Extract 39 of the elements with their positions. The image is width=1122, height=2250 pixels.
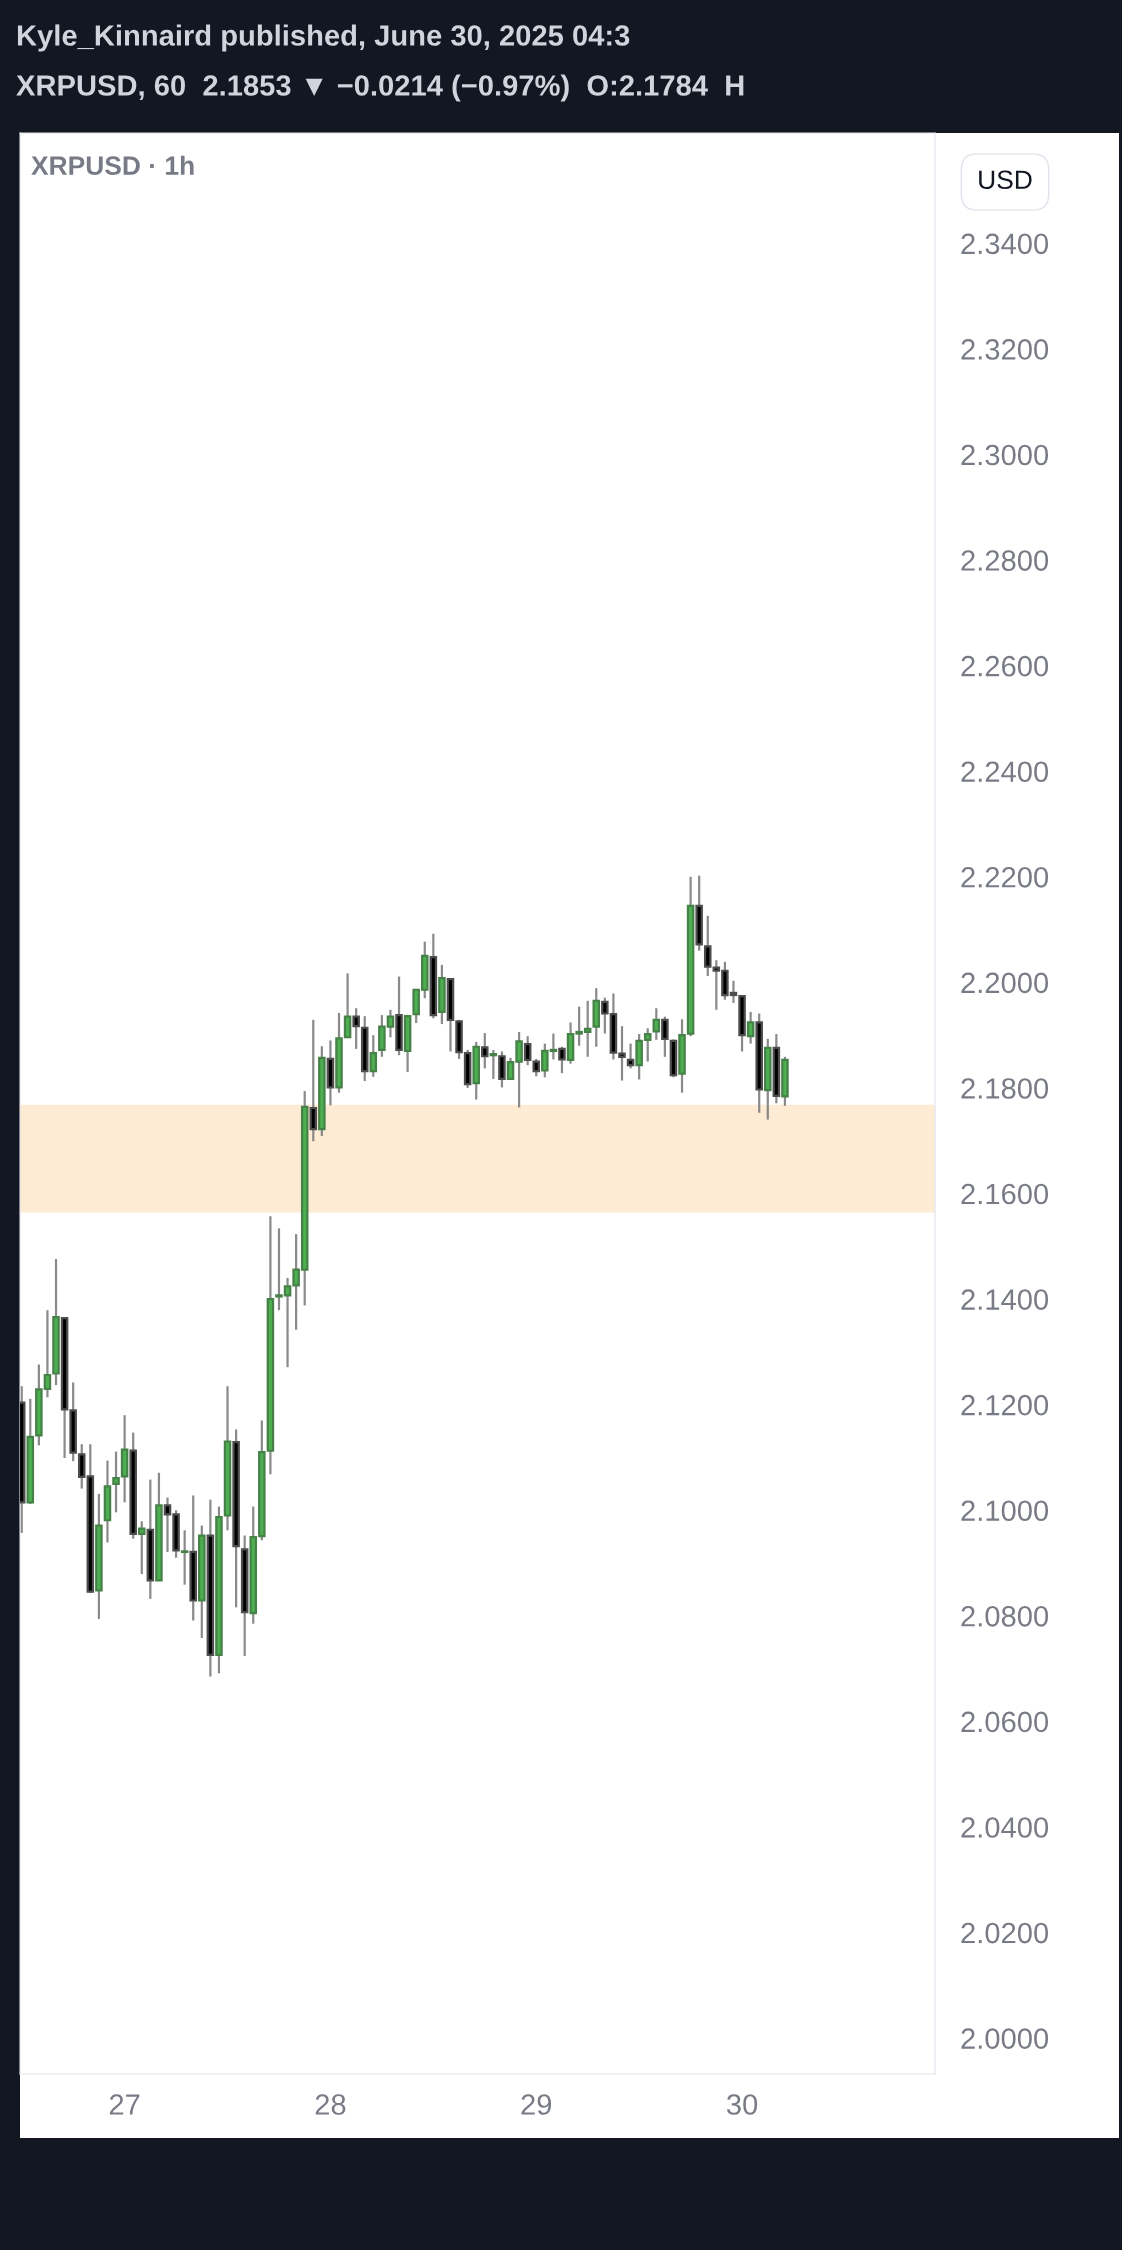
y-tick-label: 2.1800 bbox=[961, 1078, 1049, 1099]
y-tick-label: 2.1200 bbox=[961, 1394, 1049, 1416]
y-tick-label: 2.1000 bbox=[961, 1500, 1049, 1522]
candlestick bbox=[489, 1048, 498, 1081]
candlestick bbox=[661, 1015, 669, 1058]
y-tick-label: 2.2600 bbox=[961, 655, 1049, 677]
x-tick-label: 28 bbox=[315, 2094, 346, 2115]
y-tick-label: 2.3400 bbox=[961, 233, 1049, 255]
y-tick-label: 2.2400 bbox=[961, 761, 1049, 783]
y-tick-label: 2.3200 bbox=[961, 339, 1049, 360]
candlestick bbox=[138, 1520, 146, 1576]
y-tick-label: 2.0800 bbox=[961, 1606, 1049, 1627]
x-tick-label: 27 bbox=[109, 2094, 140, 2115]
x-tick-label: 30 bbox=[726, 2094, 758, 2115]
y-tick-label: 2.2000 bbox=[961, 972, 1049, 994]
y-tick-label: 2.2800 bbox=[961, 550, 1049, 571]
y-tick-label: 2.0400 bbox=[961, 1817, 1049, 1838]
chart-title: Kyle_Kinnaird published, June 30, 2025 04:3 bbox=[17, 24, 630, 52]
chart-subtitle: XRPUSD, 60 2.1853 ▼ −0.0214 (−0.97%) O:2.1784 H bbox=[16, 74, 744, 102]
candlestick bbox=[309, 1018, 318, 1143]
y-tick-label: 2.3000 bbox=[961, 444, 1049, 466]
candlestick bbox=[652, 1007, 661, 1041]
y-tick-label: 2.2200 bbox=[961, 866, 1049, 888]
y-tick-label: 2.1400 bbox=[961, 1289, 1049, 1310]
candlestick bbox=[498, 1050, 506, 1089]
candlestick bbox=[481, 1031, 489, 1070]
y-tick-label: 2.0000 bbox=[961, 2028, 1049, 2049]
candlestick bbox=[626, 1042, 635, 1070]
y-tick-label: 2.0600 bbox=[961, 1711, 1049, 1733]
candlestick bbox=[746, 1010, 755, 1045]
candlestick bbox=[369, 1034, 378, 1078]
text: USD bbox=[979, 170, 1032, 190]
annotation: XRPUSD · 1h bbox=[31, 155, 194, 176]
candlestick bbox=[558, 1045, 566, 1075]
y-tick-label: 2.0200 bbox=[961, 1922, 1049, 1944]
candlestick bbox=[180, 1529, 189, 1586]
y-tick-label: 2.1600 bbox=[961, 1183, 1049, 1205]
candlestick bbox=[352, 1007, 360, 1050]
x-tick-label: 29 bbox=[521, 2094, 552, 2115]
